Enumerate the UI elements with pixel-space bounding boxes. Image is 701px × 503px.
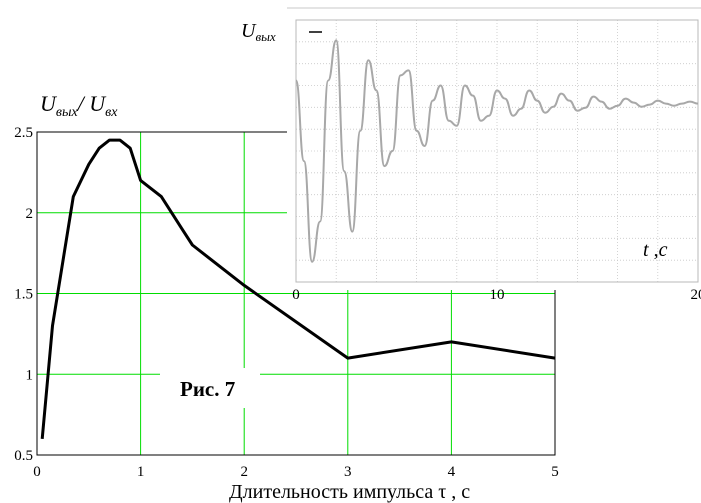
figure-caption: Рис. 7 — [180, 377, 235, 401]
main-y-tick-label: 2 — [26, 206, 34, 222]
inset-x-tick-label: 0 — [292, 287, 300, 303]
inset-background — [287, 8, 701, 290]
inset-chart: Uвых t ,c 0 10 20 — [241, 7, 701, 303]
main-series-line — [40, 138, 556, 440]
main-x-tick-label: 3 — [344, 464, 352, 480]
main-x-tick-label: 4 — [448, 464, 456, 480]
main-y-tick-label: 1.5 — [14, 287, 33, 303]
inset-y-axis-label: Uвых — [241, 20, 276, 44]
main-x-tick-label: 1 — [137, 464, 145, 480]
main-x-ticks: 0 1 2 3 4 5 — [33, 464, 559, 480]
main-y-tick-label: 2.5 — [14, 125, 33, 141]
main-y-axis-label: Uвых/ Uвх — [40, 91, 118, 120]
inset-x-axis-label: t ,c — [643, 239, 668, 261]
main-x-tick-label: 2 — [240, 464, 248, 480]
inset-series-line — [295, 39, 699, 263]
annotation-backdrop — [160, 368, 260, 408]
main-y-ticks: 0.5 1 1.5 2 2.5 — [14, 125, 33, 464]
inset-x-tick-label: 20 — [691, 287, 701, 303]
main-x-tick-label: 0 — [33, 464, 41, 480]
inset-plot-frame — [295, 19, 699, 283]
main-x-axis-label: Длительность импульса τ , с — [229, 481, 470, 503]
main-y-tick-label: 0.5 — [14, 448, 33, 464]
inset-x-ticks: 0 10 20 — [292, 287, 701, 303]
main-y-tick-label: 1 — [26, 367, 34, 383]
inset-x-tick-label: 10 — [490, 287, 505, 303]
main-chart: 0.5 1 1.5 2 2.5 0 1 2 3 4 5 Uвых/ Uвх Рис. 7 Длит… — [14, 91, 559, 503]
main-x-tick-label: 5 — [551, 464, 559, 480]
inset-grid — [296, 20, 698, 282]
